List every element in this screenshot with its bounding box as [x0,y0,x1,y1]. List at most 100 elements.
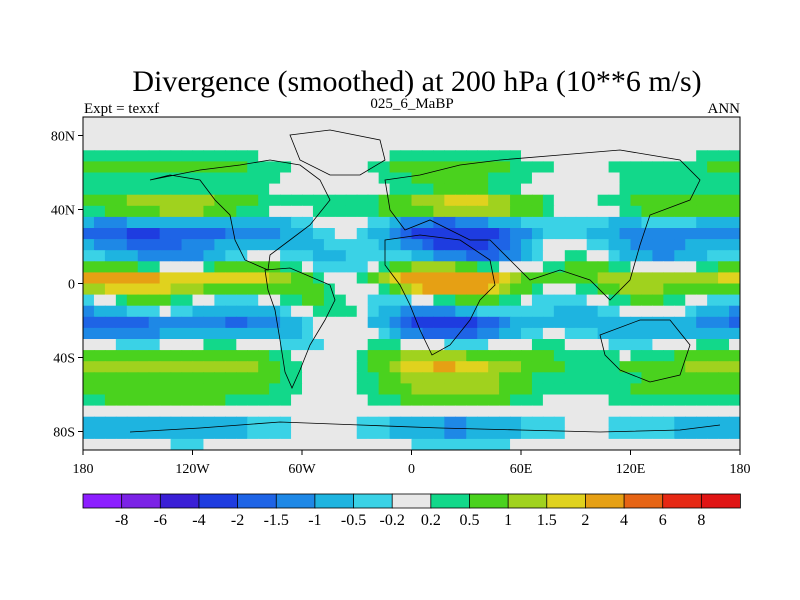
field-cell [181,216,194,229]
field-cell [564,172,577,185]
field-cell [663,438,675,450]
field-cell [367,272,380,285]
field-cell [312,283,325,296]
field-cell [542,205,555,218]
field-cell [291,372,303,384]
field-cell [422,250,434,262]
field-cell [247,394,259,407]
field-cell [510,294,522,307]
field-cell [126,283,139,296]
field-cell [225,294,237,307]
field-cell [302,361,314,373]
field-cell [389,128,402,140]
field-cell [115,216,128,229]
divergence-field [83,117,740,450]
field-cell [137,394,150,407]
field-cell [455,139,467,151]
field-cell [630,283,643,296]
field-cell [510,316,522,329]
field-cell [192,228,205,240]
field-cell [444,194,456,207]
field-cell [389,427,402,440]
field-cell [104,161,117,174]
colorbar-swatch [430,493,471,509]
field-cell [192,438,205,450]
field-cell [148,228,161,240]
field-cell [203,228,215,240]
field-cell [236,139,248,151]
field-cell [433,350,445,362]
field-cell [411,361,424,373]
field-cell [521,161,533,174]
field-cell [466,327,478,340]
field-cell [586,272,599,285]
field-cell [411,216,424,229]
field-cell [291,438,303,450]
field-cell [356,305,369,318]
field-cell [466,172,478,185]
field-cell [531,394,544,407]
field-cell [356,427,369,440]
field-cell [258,128,270,140]
field-cell [674,139,686,151]
field-row [83,305,740,318]
field-cell [378,194,391,207]
field-cell [400,172,413,185]
field-cell [663,272,675,285]
colorbar-swatch [546,493,587,509]
field-row [83,205,740,218]
field-cell [630,205,643,218]
field-cell [619,150,632,162]
field-cell [389,139,402,151]
field-cell [477,416,489,429]
field-cell [422,427,434,440]
africa-outline [384,234,496,356]
field-cell [356,139,369,151]
field-cell [302,405,314,418]
field-cell [192,250,205,262]
field-cell [444,228,456,240]
field-cell [685,316,697,329]
field-cell [619,327,632,340]
field-cell [181,294,194,307]
field-cell [652,250,664,262]
field-cell [630,316,643,329]
field-cell [553,438,566,450]
field-cell [455,394,467,407]
field-cell [148,183,161,196]
australia-outline [599,319,691,383]
field-cell [652,394,664,407]
field-cell [148,239,161,251]
field-cell [466,427,478,440]
field-cell [444,117,456,129]
field-cell [575,250,588,262]
field-cell [696,172,708,185]
field-cell [444,283,456,296]
field-cell [291,117,303,129]
field-cell [137,361,150,373]
field-cell [729,283,740,296]
field-cell [159,394,172,407]
field-cell [663,350,675,362]
field-cell [214,394,226,407]
field-cell [356,228,369,240]
field-cell [367,216,380,229]
field-cell [159,283,172,296]
field-cell [564,327,577,340]
field-cell [707,205,719,218]
field-cell [477,405,489,418]
field-cell [663,183,675,196]
field-cell [652,339,664,351]
field-cell [707,139,719,151]
field-cell [521,250,533,262]
field-cell [312,394,325,407]
field-cell [455,438,467,450]
field-cell [83,316,95,329]
field-cell [312,194,325,207]
field-cell [466,117,478,129]
field-cell [433,372,445,384]
field-cell [455,361,467,373]
field-cell [641,272,653,285]
field-cell [641,294,653,307]
field-cell [455,205,467,218]
